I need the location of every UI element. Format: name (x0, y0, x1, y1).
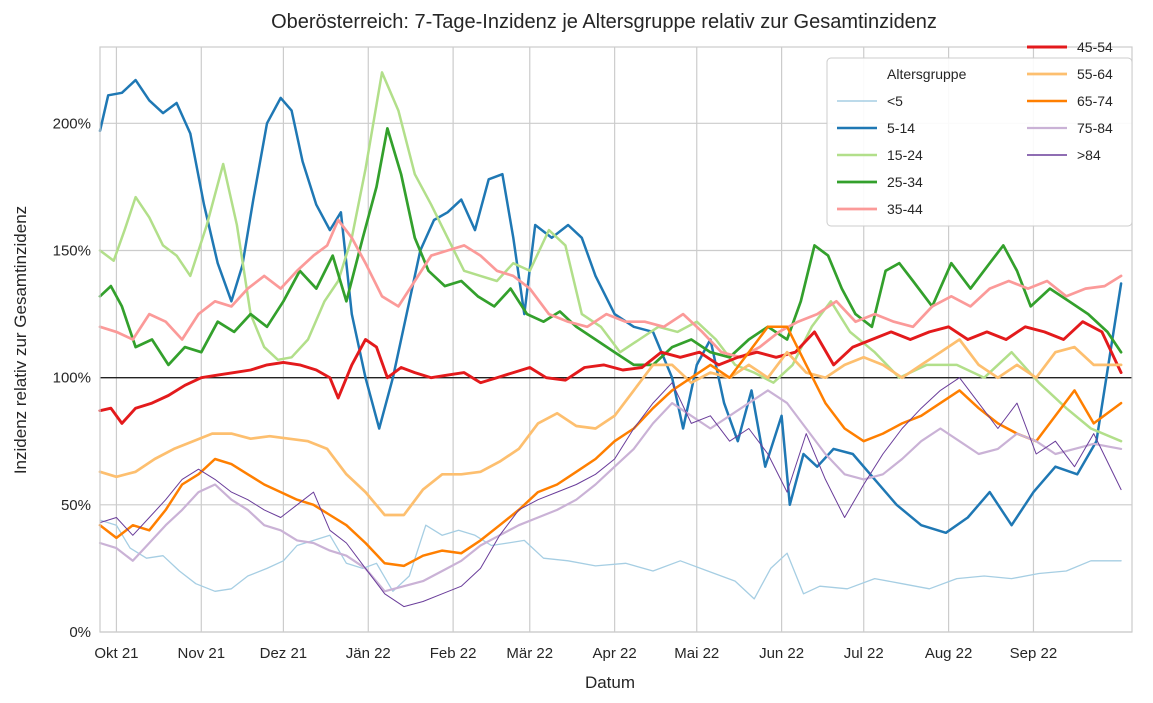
y-tick-label: 50% (61, 497, 91, 514)
x-tick-label: Dez 21 (260, 645, 308, 662)
legend-entry-label: 25-34 (887, 174, 923, 190)
legend-box (826, 57, 1133, 227)
legend-title: Altersgruppe (887, 66, 967, 82)
x-tick-label: Mai 22 (674, 645, 719, 662)
x-tick-label: Nov 21 (178, 645, 226, 662)
x-axis-label: Datum (585, 673, 635, 692)
legend-entry-label: 55-64 (1077, 66, 1113, 82)
y-axis: 0% 50% 100% 150% 200% (53, 115, 91, 641)
series-line (98, 320, 1123, 425)
x-tick-label: Feb 22 (430, 645, 477, 662)
series-line (99, 377, 1122, 608)
x-tick-label: Okt 21 (94, 645, 138, 662)
legend-entry-label: >84 (1077, 147, 1101, 163)
x-tick-label: Jul 22 (844, 645, 884, 662)
x-tick-label: Jun 22 (759, 645, 804, 662)
y-tick-label: 0% (69, 624, 91, 641)
y-tick-label: 200% (53, 115, 91, 132)
plot-frame (99, 46, 1133, 633)
grid (100, 47, 1132, 633)
x-axis: Okt 21 Nov 21 Dez 21 Jän 22 Feb 22 Mär 22 Apr … (94, 645, 1057, 662)
series-line (99, 519, 1122, 600)
series-group (98, 71, 1123, 608)
x-tick-label: Apr 22 (593, 645, 637, 662)
chart-title: Oberösterreich: 7-Tage-Inzidenz je Alter… (271, 11, 937, 33)
legend-entry-label: <5 (887, 93, 903, 109)
series-line (98, 71, 1123, 443)
legend-entry-label: 15-24 (887, 147, 923, 163)
series-line (98, 389, 1123, 593)
legend-entry-label: 75-84 (1077, 120, 1113, 136)
y-tick-label: 100% (53, 370, 91, 387)
series-line (98, 338, 1123, 517)
legend-entry-label: 5-14 (887, 120, 915, 136)
x-tick-label: Mär 22 (506, 645, 553, 662)
legend-entry-label: 45-54 (1077, 39, 1113, 55)
series-line (98, 218, 1123, 359)
legend: Altersgruppe <5 5-14 15-24 25-34 35-44 45-54 5… (826, 39, 1133, 227)
legend-entry-label: 35-44 (887, 201, 923, 217)
y-tick-label: 150% (53, 242, 91, 259)
x-tick-label: Sep 22 (1010, 645, 1058, 662)
series-line (98, 127, 1123, 367)
series-line (98, 325, 1123, 568)
x-tick-label: Aug 22 (925, 645, 973, 662)
legend-entry-label: 65-74 (1077, 93, 1113, 109)
x-tick-label: Jän 22 (346, 645, 391, 662)
y-axis-label: Inzidenz relativ zur Gesamtinzidenz (11, 206, 30, 474)
